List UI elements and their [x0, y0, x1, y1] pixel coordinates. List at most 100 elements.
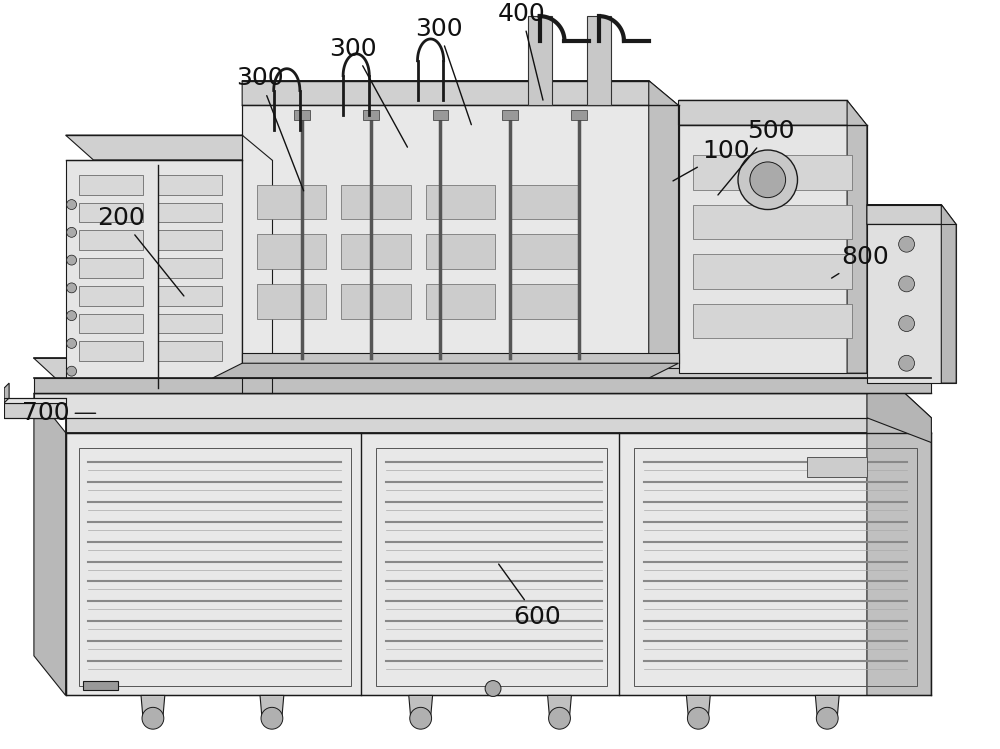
Polygon shape [510, 185, 579, 219]
Polygon shape [66, 373, 931, 433]
Polygon shape [433, 110, 448, 121]
Polygon shape [66, 135, 272, 160]
Polygon shape [158, 258, 222, 278]
Polygon shape [158, 231, 222, 250]
Polygon shape [587, 16, 611, 106]
Polygon shape [341, 284, 411, 318]
Text: 200: 200 [97, 206, 184, 296]
Polygon shape [257, 234, 326, 269]
Circle shape [67, 255, 77, 265]
Polygon shape [158, 286, 222, 306]
Circle shape [899, 315, 915, 332]
Polygon shape [66, 433, 931, 696]
Polygon shape [693, 204, 852, 239]
Circle shape [485, 681, 501, 697]
Polygon shape [260, 696, 284, 718]
Text: 300: 300 [329, 37, 407, 147]
Polygon shape [363, 110, 379, 121]
Text: 700: 700 [22, 401, 96, 425]
Polygon shape [212, 363, 679, 378]
Text: 400: 400 [498, 1, 546, 100]
Polygon shape [693, 155, 852, 189]
Polygon shape [158, 342, 222, 361]
Text: 100: 100 [673, 139, 750, 181]
Polygon shape [83, 681, 118, 691]
Polygon shape [426, 185, 495, 219]
Polygon shape [341, 185, 411, 219]
Polygon shape [79, 175, 143, 195]
Circle shape [750, 162, 786, 198]
Text: 500: 500 [718, 119, 794, 195]
Circle shape [67, 200, 77, 210]
Polygon shape [4, 383, 9, 403]
Polygon shape [98, 324, 931, 383]
Circle shape [67, 283, 77, 293]
Polygon shape [426, 234, 495, 269]
Polygon shape [158, 202, 222, 222]
Polygon shape [679, 100, 867, 125]
Polygon shape [257, 284, 326, 318]
Circle shape [899, 236, 915, 252]
Polygon shape [341, 234, 411, 269]
Polygon shape [242, 160, 272, 393]
Polygon shape [510, 284, 579, 318]
Polygon shape [34, 393, 66, 696]
Circle shape [67, 366, 77, 376]
Circle shape [142, 707, 164, 730]
Polygon shape [409, 696, 433, 718]
Polygon shape [502, 110, 518, 121]
Polygon shape [141, 696, 165, 718]
Polygon shape [867, 204, 956, 225]
Polygon shape [867, 358, 931, 443]
Text: 600: 600 [499, 564, 561, 629]
Text: 800: 800 [832, 245, 889, 278]
Circle shape [67, 339, 77, 348]
Polygon shape [571, 110, 587, 121]
Polygon shape [158, 314, 222, 333]
Circle shape [410, 707, 432, 730]
Polygon shape [815, 696, 839, 718]
Polygon shape [941, 204, 956, 383]
Polygon shape [242, 81, 679, 106]
Polygon shape [294, 110, 310, 121]
Polygon shape [4, 403, 66, 418]
Polygon shape [79, 286, 143, 306]
Polygon shape [242, 354, 679, 369]
Circle shape [687, 707, 709, 730]
Circle shape [261, 707, 283, 730]
Polygon shape [686, 696, 710, 718]
Circle shape [549, 707, 570, 730]
Polygon shape [4, 398, 66, 403]
Text: 300: 300 [236, 66, 304, 191]
Circle shape [738, 150, 798, 210]
Polygon shape [548, 696, 571, 718]
Polygon shape [257, 185, 326, 219]
Polygon shape [867, 225, 956, 383]
Circle shape [899, 355, 915, 372]
Polygon shape [649, 81, 679, 363]
Polygon shape [426, 284, 495, 318]
Polygon shape [34, 378, 931, 393]
Polygon shape [34, 358, 931, 418]
Circle shape [899, 276, 915, 292]
Polygon shape [693, 254, 852, 289]
Polygon shape [867, 373, 931, 696]
Polygon shape [242, 106, 679, 363]
Polygon shape [79, 231, 143, 250]
Polygon shape [79, 314, 143, 333]
Polygon shape [847, 100, 867, 373]
Text: 300: 300 [415, 16, 471, 124]
Polygon shape [528, 16, 552, 106]
Polygon shape [66, 160, 242, 393]
Circle shape [816, 707, 838, 730]
Polygon shape [79, 202, 143, 222]
Polygon shape [79, 258, 143, 278]
Circle shape [67, 311, 77, 321]
Polygon shape [158, 175, 222, 195]
Polygon shape [79, 342, 143, 361]
Polygon shape [34, 393, 867, 418]
Circle shape [67, 228, 77, 237]
Polygon shape [693, 304, 852, 339]
Polygon shape [807, 458, 867, 477]
Polygon shape [679, 125, 867, 373]
